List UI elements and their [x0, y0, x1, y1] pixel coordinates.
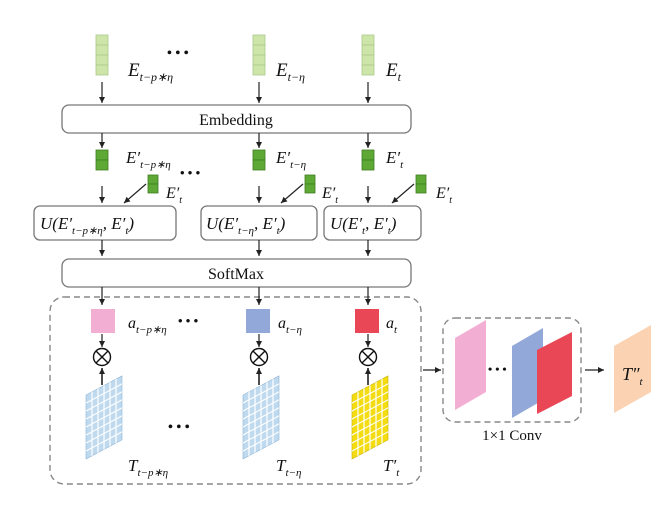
- embedded-label-left: E′t−p∗η: [125, 148, 171, 171]
- tensor-label-mid: Tt−η: [276, 456, 301, 479]
- score-label-right: U(E′t, E′t): [330, 214, 397, 237]
- ellipsis-weights: • • •: [178, 313, 199, 328]
- query-label-left: E′t: [165, 185, 182, 206]
- score-box-right: [323, 205, 422, 241]
- score-label-left: U(E′t−p∗η, E′t): [40, 214, 134, 237]
- output-map: [614, 325, 651, 413]
- weight-square-mid: [246, 309, 270, 333]
- ellipsis-conv: • • •: [488, 362, 507, 376]
- embedding-block: [61, 104, 412, 134]
- embedding-label: Embedding: [199, 112, 273, 129]
- output-label: T″t: [622, 364, 644, 388]
- ellipsis-embedded: • • •: [180, 165, 201, 180]
- multiply-symbol-mid: [249, 347, 269, 367]
- ellipsis-tensors: • • •: [168, 420, 190, 435]
- query-vector-mid: [304, 174, 316, 194]
- tensor-label-right: T′t: [383, 456, 400, 479]
- stacked-map-red: [537, 332, 572, 414]
- weight-label-left: at−p∗η: [128, 315, 167, 336]
- input-vector-right: [361, 34, 375, 76]
- tensor-grid-left: [85, 375, 123, 460]
- multiply-symbol-right: [358, 347, 378, 367]
- tensor-grid-right: [351, 375, 389, 460]
- query-label-right: E′t: [435, 185, 452, 206]
- input-vector-mid: [252, 34, 266, 76]
- multiply-symbol-left: [92, 347, 112, 367]
- stacked-map-pink: [455, 320, 486, 410]
- input-label-right: Et: [385, 60, 402, 84]
- embedded-vector-left: [95, 149, 109, 171]
- tensor-label-left: Tt−p∗η: [128, 456, 168, 479]
- score-box-left: [33, 205, 177, 241]
- softmax-label: SoftMax: [208, 266, 264, 283]
- weight-square-right: [355, 309, 379, 333]
- conv-region: [442, 317, 582, 423]
- softmax-block: [61, 258, 412, 288]
- embedded-label-mid: E′t−η: [275, 148, 306, 171]
- input-label-mid: Et−η: [275, 60, 305, 84]
- weight-label-right: at: [386, 315, 398, 336]
- input-label-left: Et−p∗η: [127, 60, 173, 84]
- tensor-grid-mid: [242, 375, 280, 460]
- input-vector-left: [95, 34, 109, 76]
- weight-square-left: [91, 309, 115, 333]
- query-label-mid: E′t: [321, 185, 338, 206]
- embedded-vector-mid: [252, 149, 266, 171]
- query-vector-left: [147, 174, 159, 194]
- ellipsis-top: • • •: [167, 46, 189, 61]
- stacked-map-blue: [512, 328, 543, 418]
- query-vector-right: [415, 174, 427, 194]
- score-label-mid: U(E′t−η, E′t): [206, 214, 286, 237]
- embedded-vector-right: [361, 149, 375, 171]
- embedded-label-right: E′t: [385, 148, 404, 171]
- conv-label: 1×1 Conv: [482, 428, 542, 444]
- weight-label-mid: at−η: [278, 315, 302, 336]
- fusion-region: [49, 296, 422, 485]
